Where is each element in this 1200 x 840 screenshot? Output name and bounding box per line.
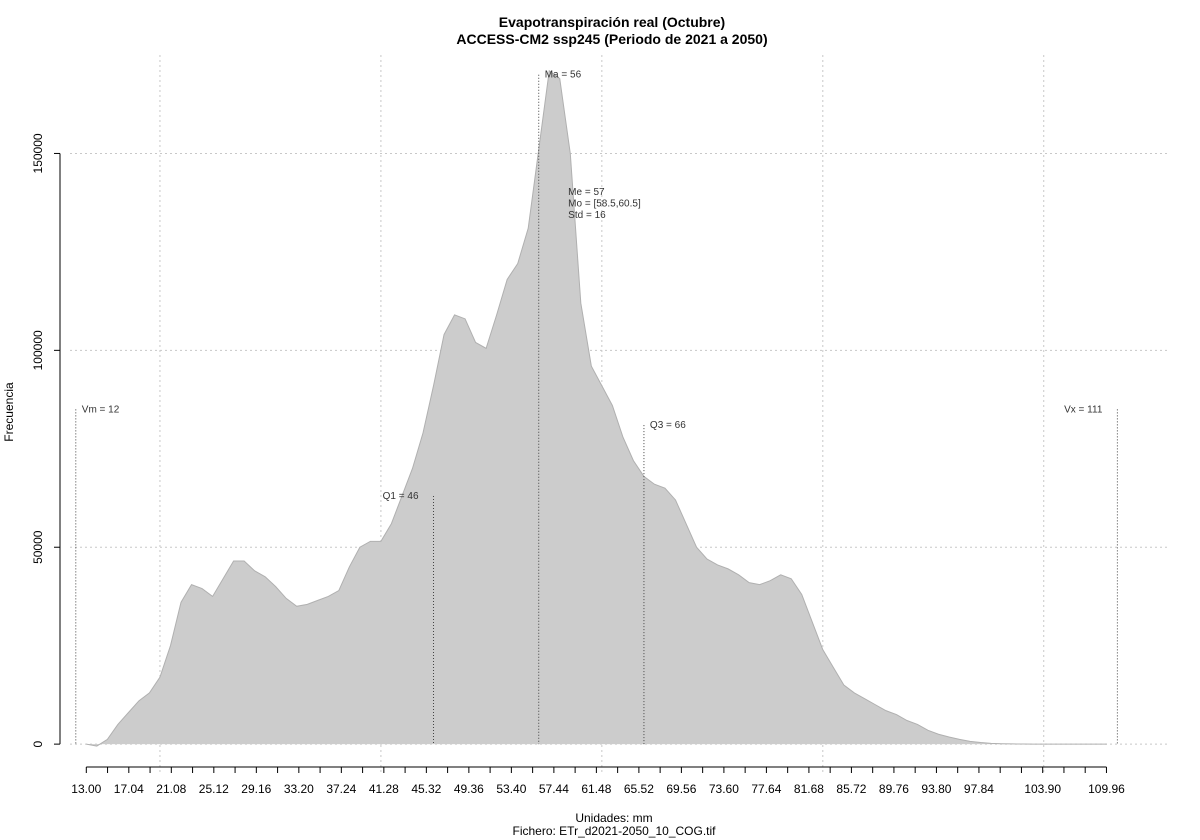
stat-label: Q3 = 66 bbox=[650, 420, 686, 431]
plot-area bbox=[86, 69, 1107, 747]
x-tick-label: 33.20 bbox=[284, 782, 314, 796]
stat-label: Vx = 111 bbox=[1064, 404, 1103, 415]
x-tick-label: 49.36 bbox=[454, 782, 484, 796]
x-tick-label: 41.28 bbox=[369, 782, 399, 796]
x-tick-label: 103.90 bbox=[1024, 782, 1061, 796]
x-tick-label: 21.08 bbox=[156, 782, 186, 796]
density-area bbox=[86, 70, 1107, 747]
x-tick-label: 93.80 bbox=[921, 782, 951, 796]
x-tick-label: 29.16 bbox=[241, 782, 271, 796]
stat-label: Vm = 12 bbox=[82, 404, 120, 415]
y-tick-label: 150000 bbox=[31, 133, 45, 173]
x-tick-label: 69.56 bbox=[666, 782, 696, 796]
x-tick-label: 81.68 bbox=[794, 782, 824, 796]
x-tick-label: 17.04 bbox=[114, 782, 144, 796]
x-tick-label: 77.64 bbox=[751, 782, 781, 796]
chart-title: Evapotranspiración real (Octubre) bbox=[499, 14, 725, 30]
stats-box-line: Me = 57 bbox=[568, 187, 605, 198]
y-tick-label: 0 bbox=[31, 740, 45, 747]
y-tick-label: 50000 bbox=[31, 530, 45, 564]
x-tick-label: 73.60 bbox=[709, 782, 739, 796]
x-tick-label: 45.32 bbox=[411, 782, 441, 796]
x-tick-label: 53.40 bbox=[496, 782, 526, 796]
x-axis-label: Unidades: mm bbox=[575, 811, 652, 825]
y-axis-label: Frecuencia bbox=[2, 382, 16, 442]
stat-markers: Vm = 12 Q1 = 46 Ma = 56 Q3 = 66 Vx = 111 bbox=[75, 70, 1118, 745]
y-tick-label: 100000 bbox=[31, 330, 45, 370]
x-tick-label: 61.48 bbox=[581, 782, 611, 796]
stat-label: Q1 = 46 bbox=[383, 491, 419, 502]
chart-subtitle: ACCESS-CM2 ssp245 (Periodo de 2021 a 205… bbox=[456, 31, 767, 47]
x-tick-label: 25.12 bbox=[199, 782, 229, 796]
x-tick-label: 89.76 bbox=[879, 782, 909, 796]
x-tick-label: 97.84 bbox=[964, 782, 994, 796]
x-tick-label: 109.96 bbox=[1088, 782, 1125, 796]
density-outline bbox=[86, 69, 1107, 747]
y-axis: 0 50000 100000 150000 bbox=[31, 133, 61, 747]
stats-box-line: Std = 16 bbox=[568, 210, 606, 221]
x-axis: 13.00 17.04 21.08 25.12 29.16 33.20 37.24 41.28… bbox=[71, 766, 1125, 796]
source-file-label: Fichero: ETr_d2021-2050_10_COG.tif bbox=[513, 824, 717, 838]
x-tick-label: 13.00 bbox=[71, 782, 101, 796]
stat-label: Ma = 56 bbox=[545, 70, 582, 81]
x-tick-label: 37.24 bbox=[326, 782, 356, 796]
x-tick-label: 57.44 bbox=[539, 782, 569, 796]
x-tick-label: 65.52 bbox=[624, 782, 654, 796]
stats-box-line: Mo = [58.5,60.5] bbox=[568, 198, 641, 209]
x-tick-label: 85.72 bbox=[836, 782, 866, 796]
